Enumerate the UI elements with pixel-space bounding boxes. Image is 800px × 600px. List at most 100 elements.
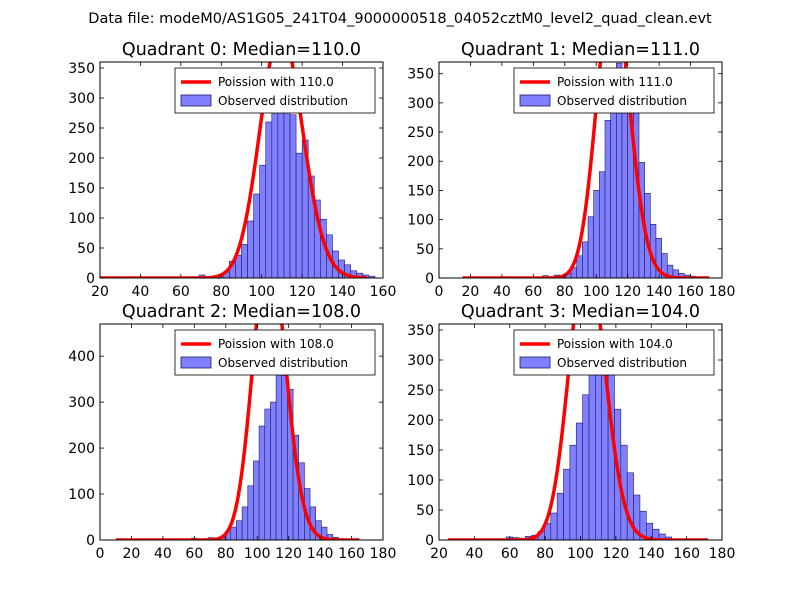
plot-frame — [438, 323, 723, 541]
x-tick-label: 0 — [96, 546, 105, 562]
y-tick-label: 0 — [425, 271, 434, 287]
x-tick-label: 180 — [709, 284, 736, 300]
x-tick-label: 120 — [289, 284, 316, 300]
y-tick-label: 100 — [407, 473, 434, 489]
quadrant-title: Quadrant 0: Median=110.0 — [122, 40, 361, 60]
quadrant-3-panel: 20 40 60 80 100 120 140 160 180 0 50 100 150 200 250 30… — [407, 302, 736, 562]
x-tick-label: 80 — [217, 546, 235, 562]
x-tick-label: 80 — [212, 284, 230, 300]
legend-bar-swatch — [519, 356, 551, 369]
x-tick-label: 20 — [462, 284, 480, 300]
y-tick-label: 250 — [407, 125, 434, 141]
x-tick-label: 40 — [465, 546, 483, 562]
x-tick-label: 0 — [435, 284, 444, 300]
x-tick-label: 20 — [123, 546, 141, 562]
legend: Poission with 104.0 Observed distribution — [513, 329, 715, 376]
histogram-bar — [270, 401, 277, 540]
histogram-bar — [569, 444, 577, 540]
x-tick-label: 60 — [172, 284, 190, 300]
legend: Poission with 110.0 Observed distribution — [174, 67, 376, 114]
legend-label-poisson: Poission with 108.0 — [218, 337, 334, 351]
x-tick-label: 100 — [244, 546, 271, 562]
y-tick-label: 200 — [407, 154, 434, 170]
x-tick-label: 80 — [556, 284, 574, 300]
x-tick-label: 160 — [677, 284, 704, 300]
x-tick-label: 120 — [275, 546, 302, 562]
quadrant-title: Quadrant 1: Median=111.0 — [461, 40, 700, 60]
histogram-bar — [289, 114, 297, 278]
legend: Poission with 111.0 Observed distribution — [513, 67, 715, 114]
y-tick-label: 350 — [407, 67, 434, 83]
legend-label-observed: Observed distribution — [557, 356, 687, 370]
legend-bar-swatch — [180, 356, 212, 369]
quadrant-1-panel: 0 20 40 60 80 100 120 140 160 1800501001502002503… — [407, 40, 736, 300]
x-tick-label: 60 — [501, 546, 519, 562]
y-tick-label: 200 — [407, 413, 434, 429]
histogram-bars — [192, 70, 376, 278]
histogram-bar — [582, 241, 589, 278]
x-tick-label: 20 — [430, 546, 448, 562]
histogram-bar — [236, 520, 243, 540]
plot-frame — [438, 61, 723, 279]
histogram-bar — [259, 164, 267, 278]
plot-frame — [99, 61, 384, 279]
x-tick-label: 40 — [132, 284, 150, 300]
x-tick-label: 60 — [185, 546, 203, 562]
y-tick-label: 0 — [425, 533, 434, 549]
x-tick-label: 40 — [493, 284, 511, 300]
y-tick-label: 150 — [407, 183, 434, 199]
histogram-bar — [281, 375, 288, 540]
histogram-bar — [241, 244, 248, 278]
histogram-bar — [593, 190, 600, 278]
x-tick-label: 160 — [673, 546, 700, 562]
quadrant-title: Quadrant 2: Median=108.0 — [122, 302, 361, 322]
x-tick-label: 80 — [536, 546, 554, 562]
histogram-bar — [626, 472, 634, 540]
legend-label-observed: Observed distribution — [557, 94, 687, 108]
x-tick-label: 60 — [524, 284, 542, 300]
histogram-bar — [265, 121, 273, 278]
plot-frame — [99, 323, 384, 541]
y-tick-label: 100 — [68, 211, 95, 227]
quadrant-title: Quadrant 3: Median=104.0 — [461, 302, 700, 322]
legend: Poission with 108.0 Observed distribution — [174, 329, 376, 376]
histogram-bar — [550, 512, 558, 540]
x-tick-label: 40 — [154, 546, 172, 562]
x-tick-label: 140 — [329, 284, 356, 300]
histogram-bar — [610, 93, 617, 278]
histogram-bar — [277, 91, 285, 278]
histogram-bar — [582, 394, 590, 540]
histogram-bar — [587, 216, 595, 278]
y-tick-label: 300 — [68, 395, 95, 411]
y-tick-label: 0 — [86, 533, 95, 549]
histogram-bar — [264, 408, 271, 540]
histogram-bar — [575, 422, 583, 540]
y-tick-label: 350 — [68, 61, 95, 77]
poisson-curve — [115, 324, 360, 540]
x-tick-label: 140 — [307, 546, 334, 562]
legend-label-observed: Observed distribution — [218, 356, 348, 370]
histogram-bar — [247, 220, 254, 278]
x-tick-label: 160 — [370, 284, 397, 300]
histogram-bar — [295, 152, 303, 278]
y-tick-label: 300 — [407, 353, 434, 369]
y-tick-label: 400 — [68, 349, 95, 365]
figure-suptitle: Data file: modeM0/AS1G05_241T04_90000005… — [88, 11, 712, 27]
x-tick-label: 180 — [709, 546, 736, 562]
poisson-curve — [100, 62, 367, 278]
x-tick-label: 100 — [583, 284, 610, 300]
histogram-bar — [253, 460, 260, 540]
legend-label-poisson: Poission with 110.0 — [218, 75, 334, 89]
legend-bar-swatch — [180, 94, 212, 107]
y-tick-label: 100 — [407, 213, 434, 229]
legend-label-poisson: Poission with 111.0 — [557, 75, 673, 89]
quadrant-2-panel: 0 20 40 60 80 100 120 140 160 1800100200300400Qua… — [68, 302, 396, 562]
x-tick-label: 120 — [603, 546, 630, 562]
histogram-bar — [576, 255, 583, 278]
histogram-bar — [588, 370, 596, 540]
x-tick-label: 20 — [91, 284, 109, 300]
y-tick-label: 50 — [416, 503, 434, 519]
histogram-bar — [253, 193, 260, 278]
y-tick-label: 150 — [407, 443, 434, 459]
histogram-bar — [271, 108, 279, 278]
